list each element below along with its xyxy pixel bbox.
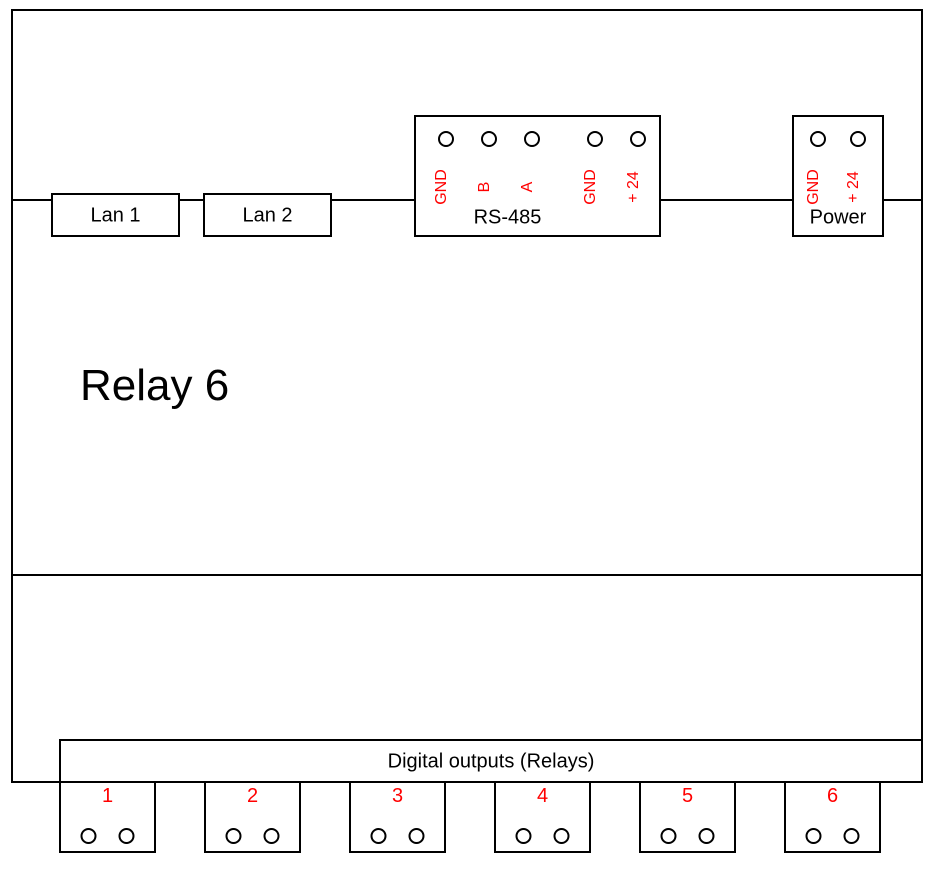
- rs485-pin-3: [588, 132, 602, 146]
- relay-5-pin-b: [700, 829, 714, 843]
- rs485-label: RS-485: [474, 206, 542, 228]
- relay-2-pin-b: [265, 829, 279, 843]
- device-title: Relay 6: [80, 361, 229, 410]
- relay-3-pin-b: [410, 829, 424, 843]
- relay-number-1: 1: [102, 785, 113, 807]
- power-pin-1: [851, 132, 865, 146]
- relay-6-pin-a: [807, 829, 821, 843]
- rs485-pin-0: [439, 132, 453, 146]
- power-pin-label-1: + 24: [845, 171, 862, 203]
- rs485-pin-1: [482, 132, 496, 146]
- relay-number-4: 4: [537, 785, 548, 807]
- power-pin-0: [811, 132, 825, 146]
- relay-4-pin-a: [517, 829, 531, 843]
- rs485-pin-2: [525, 132, 539, 146]
- relay-4-pin-b: [555, 829, 569, 843]
- lan-label-2: Lan 2: [242, 204, 292, 226]
- rs485-pin-label-4: + 24: [625, 171, 642, 203]
- rs485-pin-label-3: GND: [582, 169, 599, 205]
- rs485-pin-label-0: GND: [433, 169, 450, 205]
- relay-number-6: 6: [827, 785, 838, 807]
- power-label: Power: [810, 206, 867, 228]
- rs485-pin-4: [631, 132, 645, 146]
- relay-number-5: 5: [682, 785, 693, 807]
- relay-1-pin-a: [82, 829, 96, 843]
- rs485-pin-label-2: A: [519, 181, 536, 192]
- relay-6-pin-b: [845, 829, 859, 843]
- relay-number-3: 3: [392, 785, 403, 807]
- lan-label-1: Lan 1: [90, 204, 140, 226]
- rs485-pin-label-1: B: [476, 182, 493, 193]
- relay-5-pin-a: [662, 829, 676, 843]
- relay-number-2: 2: [247, 785, 258, 807]
- power-pin-label-0: GND: [805, 169, 822, 205]
- relays-title-label: Digital outputs (Relays): [388, 750, 595, 772]
- relay-1-pin-b: [120, 829, 134, 843]
- relay-2-pin-a: [227, 829, 241, 843]
- relay-3-pin-a: [372, 829, 386, 843]
